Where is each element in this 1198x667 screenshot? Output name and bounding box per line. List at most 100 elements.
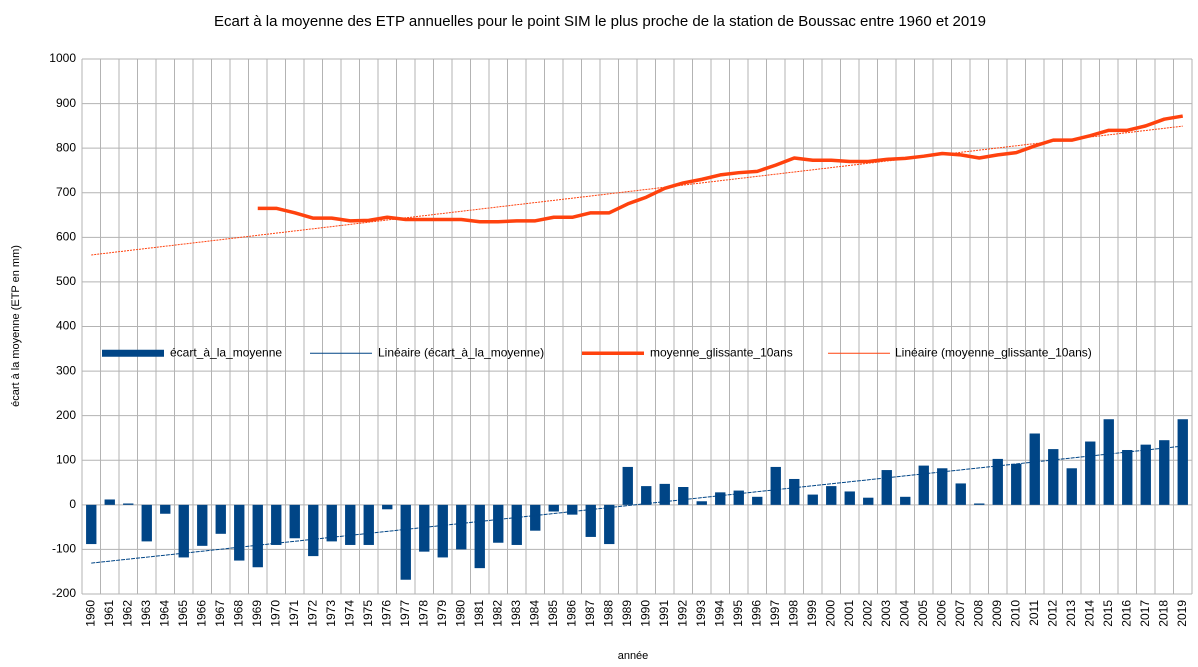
y-tick-label: -200 <box>52 586 76 600</box>
bar <box>326 504 337 542</box>
bar <box>400 504 411 580</box>
bar <box>234 504 245 561</box>
x-tick-label: 1985 <box>546 600 560 627</box>
bar <box>363 504 374 545</box>
x-tick-label: 1980 <box>453 600 467 627</box>
bar <box>308 504 319 557</box>
bar <box>585 504 596 537</box>
bar <box>992 458 1003 505</box>
bar <box>252 504 263 568</box>
bar <box>215 504 226 534</box>
x-tick-label: 2016 <box>1119 600 1133 627</box>
bar <box>160 504 171 514</box>
bar <box>826 486 837 505</box>
legend-label: Linéaire (moyenne_glissante_10ans) <box>895 345 1092 359</box>
x-tick-label: 1960 <box>83 600 97 627</box>
x-tick-label: 1969 <box>250 600 264 627</box>
x-tick-label: 1977 <box>398 600 412 627</box>
x-tick-label: 1967 <box>213 600 227 627</box>
legend-label: moyenne_glissante_10ans <box>650 345 793 359</box>
y-tick-label: 600 <box>56 230 76 244</box>
x-tick-label: 1982 <box>490 600 504 627</box>
x-tick-label: 2009 <box>990 600 1004 627</box>
x-tick-label: 1976 <box>379 600 393 627</box>
bar <box>974 503 985 505</box>
x-tick-label: 2017 <box>1138 600 1152 627</box>
bar <box>955 483 966 505</box>
x-tick-label: 1970 <box>268 600 282 627</box>
bar <box>474 504 485 569</box>
x-tick-label: 1991 <box>657 600 671 627</box>
bar <box>696 501 707 505</box>
x-tick-label: 2011 <box>1027 600 1041 626</box>
y-tick-label: 100 <box>56 452 76 466</box>
x-tick-label: 1995 <box>731 600 745 627</box>
x-tick-label: 2019 <box>1175 600 1189 627</box>
x-tick-label: 1984 <box>527 600 541 627</box>
bar <box>900 496 911 505</box>
y-axis-title: écart à la moyenne (ETP en mm) <box>10 245 22 407</box>
x-tick-label: 1962 <box>120 600 134 627</box>
bar <box>271 504 282 545</box>
bar <box>678 487 689 505</box>
legend-label: Linéaire (écart_à_la_moyenne) <box>378 345 544 359</box>
bar <box>1048 449 1059 505</box>
x-tick-label: 1997 <box>768 600 782 627</box>
bar <box>844 491 855 505</box>
x-tick-label: 1998 <box>786 600 800 627</box>
x-tick-label: 1992 <box>675 600 689 627</box>
x-tick-label: 2018 <box>1156 600 1170 627</box>
x-tick-label: 1972 <box>305 600 319 627</box>
y-tick-label: 500 <box>56 274 76 288</box>
bar <box>715 492 726 505</box>
bar <box>770 466 781 505</box>
y-tick-label: 0 <box>69 497 76 511</box>
bar <box>807 494 818 505</box>
x-tick-label: 2012 <box>1045 600 1059 627</box>
trend-line <box>91 445 1183 564</box>
y-tick-label: 400 <box>56 319 76 333</box>
bar <box>918 465 929 505</box>
line <box>257 114 1184 224</box>
x-tick-label: 2007 <box>953 600 967 627</box>
x-tick-label: 2002 <box>860 600 874 627</box>
bar <box>197 504 208 546</box>
y-tick-label: 200 <box>56 408 76 422</box>
bar <box>530 504 541 531</box>
x-tick-label: 2000 <box>823 600 837 627</box>
y-tick-label: -100 <box>52 542 76 556</box>
chart-title: Ecart à la moyenne des ETP annuelles pou… <box>214 13 986 30</box>
x-axis-title: année <box>618 650 649 662</box>
x-tick-label: 1986 <box>564 600 578 627</box>
bar <box>733 490 744 505</box>
x-tick-label: 1973 <box>324 600 338 627</box>
x-tick-label: 2004 <box>897 600 911 627</box>
x-tick-label: 1989 <box>620 600 634 627</box>
x-tick-label: 2001 <box>842 600 856 627</box>
x-tick-label: 1971 <box>287 600 301 627</box>
bar <box>178 504 189 558</box>
x-tick-label: 1975 <box>361 600 375 627</box>
bar <box>1103 419 1114 505</box>
x-tick-label: 2013 <box>1064 600 1078 627</box>
x-tick-label: 2010 <box>1008 600 1022 627</box>
y-tick-label: 800 <box>56 140 76 154</box>
bar <box>456 504 467 550</box>
y-tick-label: 900 <box>56 96 76 110</box>
x-tick-label: 1966 <box>194 600 208 627</box>
x-tick-label: 1981 <box>472 600 486 627</box>
x-tick-label: 1993 <box>694 600 708 627</box>
legend-label: écart_à_la_moyenne <box>170 345 282 359</box>
x-tick-label: 1961 <box>102 600 116 627</box>
bar <box>345 504 356 545</box>
bar <box>641 486 652 505</box>
bar <box>104 499 115 505</box>
bar <box>1140 444 1151 505</box>
bar <box>1085 441 1096 505</box>
bar <box>659 483 670 505</box>
x-tick-label: 1996 <box>749 600 763 627</box>
bar <box>289 504 300 539</box>
x-tick-label: 2003 <box>879 600 893 627</box>
bar <box>622 466 633 505</box>
